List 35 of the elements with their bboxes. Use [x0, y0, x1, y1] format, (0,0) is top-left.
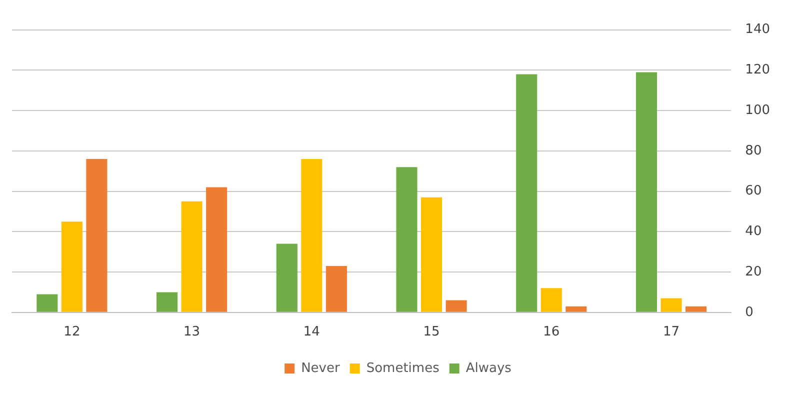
- y-tick-label: 100: [745, 102, 770, 118]
- bar: [396, 167, 418, 312]
- bar: [686, 306, 707, 312]
- x-tick-label: 16: [543, 324, 560, 340]
- bar: [326, 266, 347, 312]
- y-tick-label: 120: [745, 62, 770, 78]
- bar: [276, 244, 298, 312]
- y-tick-label: 140: [745, 22, 770, 38]
- y-tick-label: 20: [745, 264, 762, 280]
- x-tick-label: 14: [303, 324, 320, 340]
- bar: [446, 300, 467, 312]
- legend-label: Never: [301, 360, 340, 376]
- bar: [156, 292, 178, 312]
- x-tick-label: 12: [64, 324, 80, 340]
- bar: [566, 306, 587, 312]
- y-tick-label: 0: [745, 304, 754, 320]
- bar: [636, 72, 658, 312]
- bar: [660, 298, 682, 312]
- bar: [540, 288, 562, 312]
- y-tick-label: 80: [745, 143, 762, 158]
- y-tick-label: 40: [745, 224, 762, 240]
- bar: [516, 74, 538, 312]
- bar: [301, 158, 322, 312]
- bar: [206, 187, 228, 312]
- y-tick-label: 60: [745, 184, 762, 199]
- legend-label: Sometimes: [366, 360, 440, 376]
- x-tick-label: 15: [423, 324, 440, 340]
- x-tick-label: 13: [184, 324, 200, 340]
- bar: [181, 201, 202, 312]
- bar: [36, 294, 58, 312]
- bar: [421, 197, 442, 312]
- bar: [61, 222, 82, 312]
- x-tick-label: 17: [662, 324, 680, 340]
- legend-label: Always: [466, 360, 512, 376]
- bar: [86, 158, 108, 312]
